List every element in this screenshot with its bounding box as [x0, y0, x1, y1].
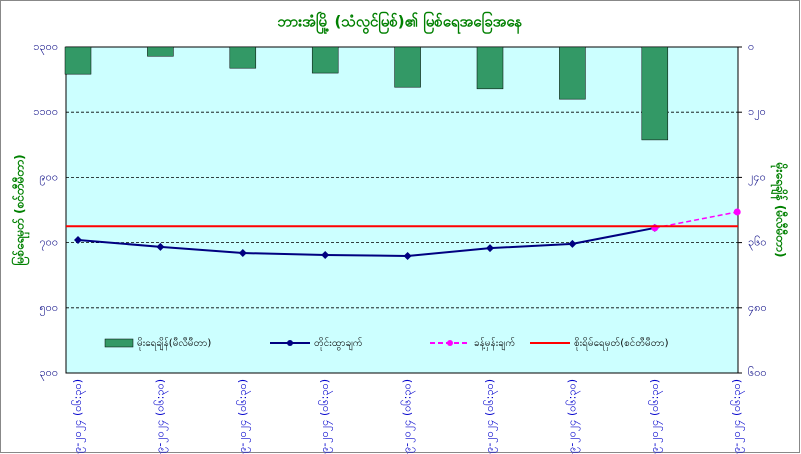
bar — [229, 46, 257, 69]
y2-tick-label: ၁၂၀ — [748, 105, 766, 120]
y2-tick-label: ၆၀၀ — [748, 366, 767, 379]
x-tick-label: ၈-၉-၂၀၂၄ (၀၆:၃၀) — [401, 379, 416, 454]
bar — [147, 46, 174, 57]
bar — [311, 46, 339, 74]
point — [733, 208, 741, 216]
y-axis-label: မြစ်ရေမှတ် (စင်တီမီတာ) — [10, 154, 31, 265]
x-tick-label: ၉-၉-၂၀၂၄ (၀၆:၃၀) — [483, 379, 498, 454]
y-tick-label: ၇၀၀ — [39, 236, 58, 251]
legend-label: ခန့်မှန်းချက် — [474, 336, 515, 351]
bar — [559, 46, 586, 100]
bar — [394, 46, 421, 88]
x-tick-label: ၆-၉-၂၀၂၄ (၀၆:၃၀) — [236, 379, 251, 454]
y2-axis-label: မိုးရေချိန် (မီလီမီတာ) — [770, 162, 790, 258]
bar — [476, 46, 504, 90]
point — [568, 239, 577, 248]
legend-marker — [447, 340, 453, 346]
y-tick-label: ၁၃၀၀ — [33, 40, 58, 55]
y2-tick-label: ၄၈၀ — [748, 301, 767, 316]
legend-label: စိုးရိမ်ရေမှတ်(စင်တီမီတာ) — [574, 336, 669, 351]
legend-label: တိုင်းထွာချက် — [314, 336, 363, 351]
series-line — [654, 211, 738, 229]
x-tick-label: ၄-၉-၂၀၂၄ (၀၆:၃၀) — [71, 379, 86, 454]
point — [156, 242, 165, 251]
point — [403, 251, 412, 260]
plot-area — [65, 46, 739, 374]
x-tick-label: ၇-၉-၂၀၂၄ (၀၆:၃၀) — [318, 379, 333, 454]
bar — [64, 46, 92, 75]
x-tick-label: ၁၂-၉-၂၀၂၄ (၀၆:၃၀) — [730, 379, 745, 454]
point — [238, 249, 247, 258]
y-tick-label: ၁၁၀၀ — [33, 105, 58, 118]
x-tick-label: ၅-၉-၂၀၂၄ (၀၆:၃၀) — [153, 379, 168, 454]
legend-swatch — [104, 338, 134, 348]
y2-tick-label: ၃၆၀ — [748, 236, 767, 251]
legend-label: မိုးရေချိန်(မီလီမီတာ) — [137, 336, 211, 351]
x-tick-label: ၁၀-၉-၂၀၂၄ (၀၆:၃၀) — [565, 379, 580, 454]
y-tick-label: ၃၀၀ — [39, 366, 58, 381]
point — [486, 244, 494, 253]
point — [321, 250, 330, 259]
x-tick-label: ၁၁-၉-၂၀၂၄ (၀၆:၃၀) — [648, 379, 663, 454]
y2-tick-label: ၀ — [748, 40, 754, 53]
y-tick-label: ၉၀၀ — [39, 170, 58, 185]
series-line — [77, 226, 655, 257]
point — [74, 235, 82, 244]
bar — [641, 46, 669, 141]
legend-marker — [287, 340, 293, 346]
y-tick-label: ၅၀၀ — [39, 301, 58, 316]
y2-tick-label: ၂၄၀ — [748, 170, 766, 185]
